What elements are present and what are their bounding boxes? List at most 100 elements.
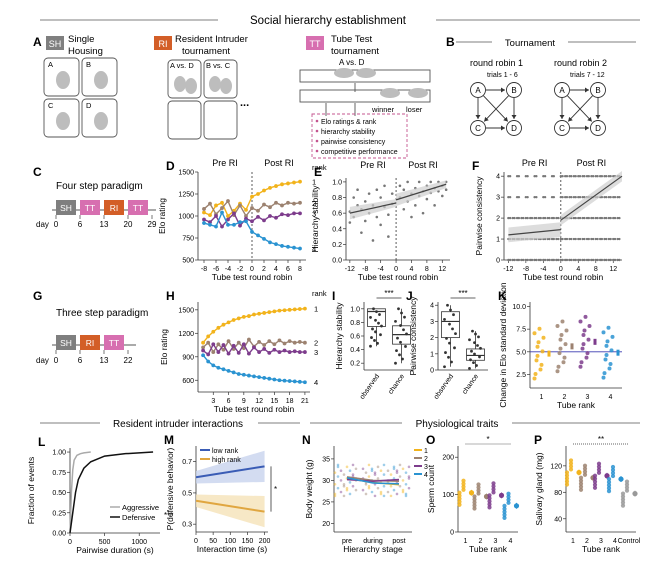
data-point bbox=[613, 237, 617, 241]
data-point bbox=[564, 482, 570, 487]
x-tick-label: 150 bbox=[242, 538, 254, 545]
data-point bbox=[473, 352, 476, 356]
data-point bbox=[606, 482, 612, 488]
section-phys-title: Physiological traits bbox=[416, 419, 499, 430]
data-point bbox=[226, 320, 231, 325]
data-point bbox=[507, 216, 510, 220]
data-point bbox=[236, 372, 241, 376]
series-line bbox=[346, 476, 400, 483]
data-point bbox=[574, 237, 577, 241]
data-point bbox=[537, 326, 542, 331]
y-axis-label: Fraction of events bbox=[26, 457, 36, 525]
data-point bbox=[586, 337, 591, 342]
data-point bbox=[201, 353, 205, 358]
data-point bbox=[374, 330, 377, 334]
data-point bbox=[364, 482, 368, 486]
data-point bbox=[530, 216, 534, 220]
day-value: 13 bbox=[100, 220, 109, 229]
data-point bbox=[277, 308, 282, 313]
data-point bbox=[348, 481, 352, 484]
tube-bottom bbox=[299, 89, 431, 103]
data-point bbox=[616, 195, 619, 199]
data-point bbox=[250, 206, 254, 210]
data-point bbox=[345, 488, 349, 492]
data-point bbox=[473, 341, 476, 345]
data-point bbox=[601, 375, 606, 380]
data-point bbox=[596, 467, 602, 472]
ri-more-ellipsis: ... bbox=[240, 97, 249, 109]
data-point bbox=[297, 350, 302, 354]
data-point bbox=[526, 174, 529, 178]
data-point bbox=[590, 258, 593, 262]
data-point bbox=[390, 192, 394, 195]
data-point bbox=[583, 237, 586, 241]
tt-badge-text: TT bbox=[310, 39, 321, 49]
data-point bbox=[487, 493, 492, 498]
data-point bbox=[351, 463, 355, 467]
data-point bbox=[535, 174, 538, 178]
legend-label: 2 bbox=[424, 456, 428, 463]
rank-label: 1 bbox=[312, 178, 316, 187]
data-point bbox=[363, 200, 367, 203]
data-point bbox=[220, 224, 224, 229]
mean-marker bbox=[570, 343, 574, 350]
data-point bbox=[522, 258, 525, 262]
x-tick-label: 0 bbox=[250, 266, 254, 273]
data-point bbox=[244, 214, 248, 218]
y-tick-label: 1500 bbox=[178, 307, 194, 314]
winner-label: winner bbox=[371, 105, 395, 114]
data-point bbox=[336, 475, 340, 478]
metric-item: hierarchy stability bbox=[321, 129, 376, 136]
data-point bbox=[339, 479, 343, 482]
data-point bbox=[511, 216, 514, 220]
edge-arrow-icon bbox=[483, 95, 509, 122]
data-point bbox=[508, 174, 512, 178]
data-point bbox=[232, 211, 236, 216]
data-point bbox=[380, 324, 383, 328]
y-tick-label: 1.00 bbox=[52, 450, 66, 457]
y-tick-label: 0.5 bbox=[182, 490, 192, 497]
data-point bbox=[568, 195, 571, 199]
data-point bbox=[541, 335, 546, 340]
data-point bbox=[607, 237, 611, 241]
data-point bbox=[515, 258, 519, 262]
data-point bbox=[250, 219, 254, 224]
data-point bbox=[600, 174, 604, 178]
data-point bbox=[582, 463, 588, 468]
data-point bbox=[564, 473, 570, 478]
day-value: 6 bbox=[78, 356, 83, 365]
data-point bbox=[620, 500, 626, 505]
data-point bbox=[550, 258, 554, 262]
data-point bbox=[282, 308, 287, 313]
metrics-list: Elo ratings & rank hierarchy stability p… bbox=[315, 119, 398, 156]
data-point bbox=[572, 195, 576, 199]
ri-cage bbox=[203, 59, 238, 99]
arrowhead-icon bbox=[585, 87, 589, 93]
data-point bbox=[543, 195, 547, 199]
data-point bbox=[491, 487, 496, 492]
mean-marker bbox=[576, 469, 582, 476]
x-tick-label: 3 bbox=[494, 538, 498, 545]
data-point bbox=[232, 222, 236, 227]
data-point bbox=[578, 195, 582, 199]
data-point bbox=[598, 258, 602, 262]
cdf-line bbox=[69, 451, 91, 534]
data-point bbox=[555, 258, 558, 262]
data-point bbox=[268, 205, 272, 210]
three-step-title: Three step paradigm bbox=[56, 308, 148, 319]
data-point bbox=[247, 351, 251, 356]
x-tick-label: 1000 bbox=[131, 539, 147, 546]
fit-line bbox=[195, 499, 265, 513]
data-point bbox=[382, 484, 386, 488]
data-point bbox=[524, 174, 528, 178]
y-tick-label: 0.3 bbox=[182, 522, 192, 529]
data-point bbox=[535, 353, 540, 358]
data-point bbox=[457, 490, 462, 495]
x-tick-label: observed bbox=[433, 373, 455, 401]
data-point bbox=[282, 378, 287, 383]
fit-line bbox=[195, 465, 265, 479]
data-point bbox=[454, 332, 457, 336]
y-tick-label: 0.6 bbox=[350, 334, 360, 341]
cage-d bbox=[81, 98, 118, 138]
data-point bbox=[508, 216, 512, 220]
